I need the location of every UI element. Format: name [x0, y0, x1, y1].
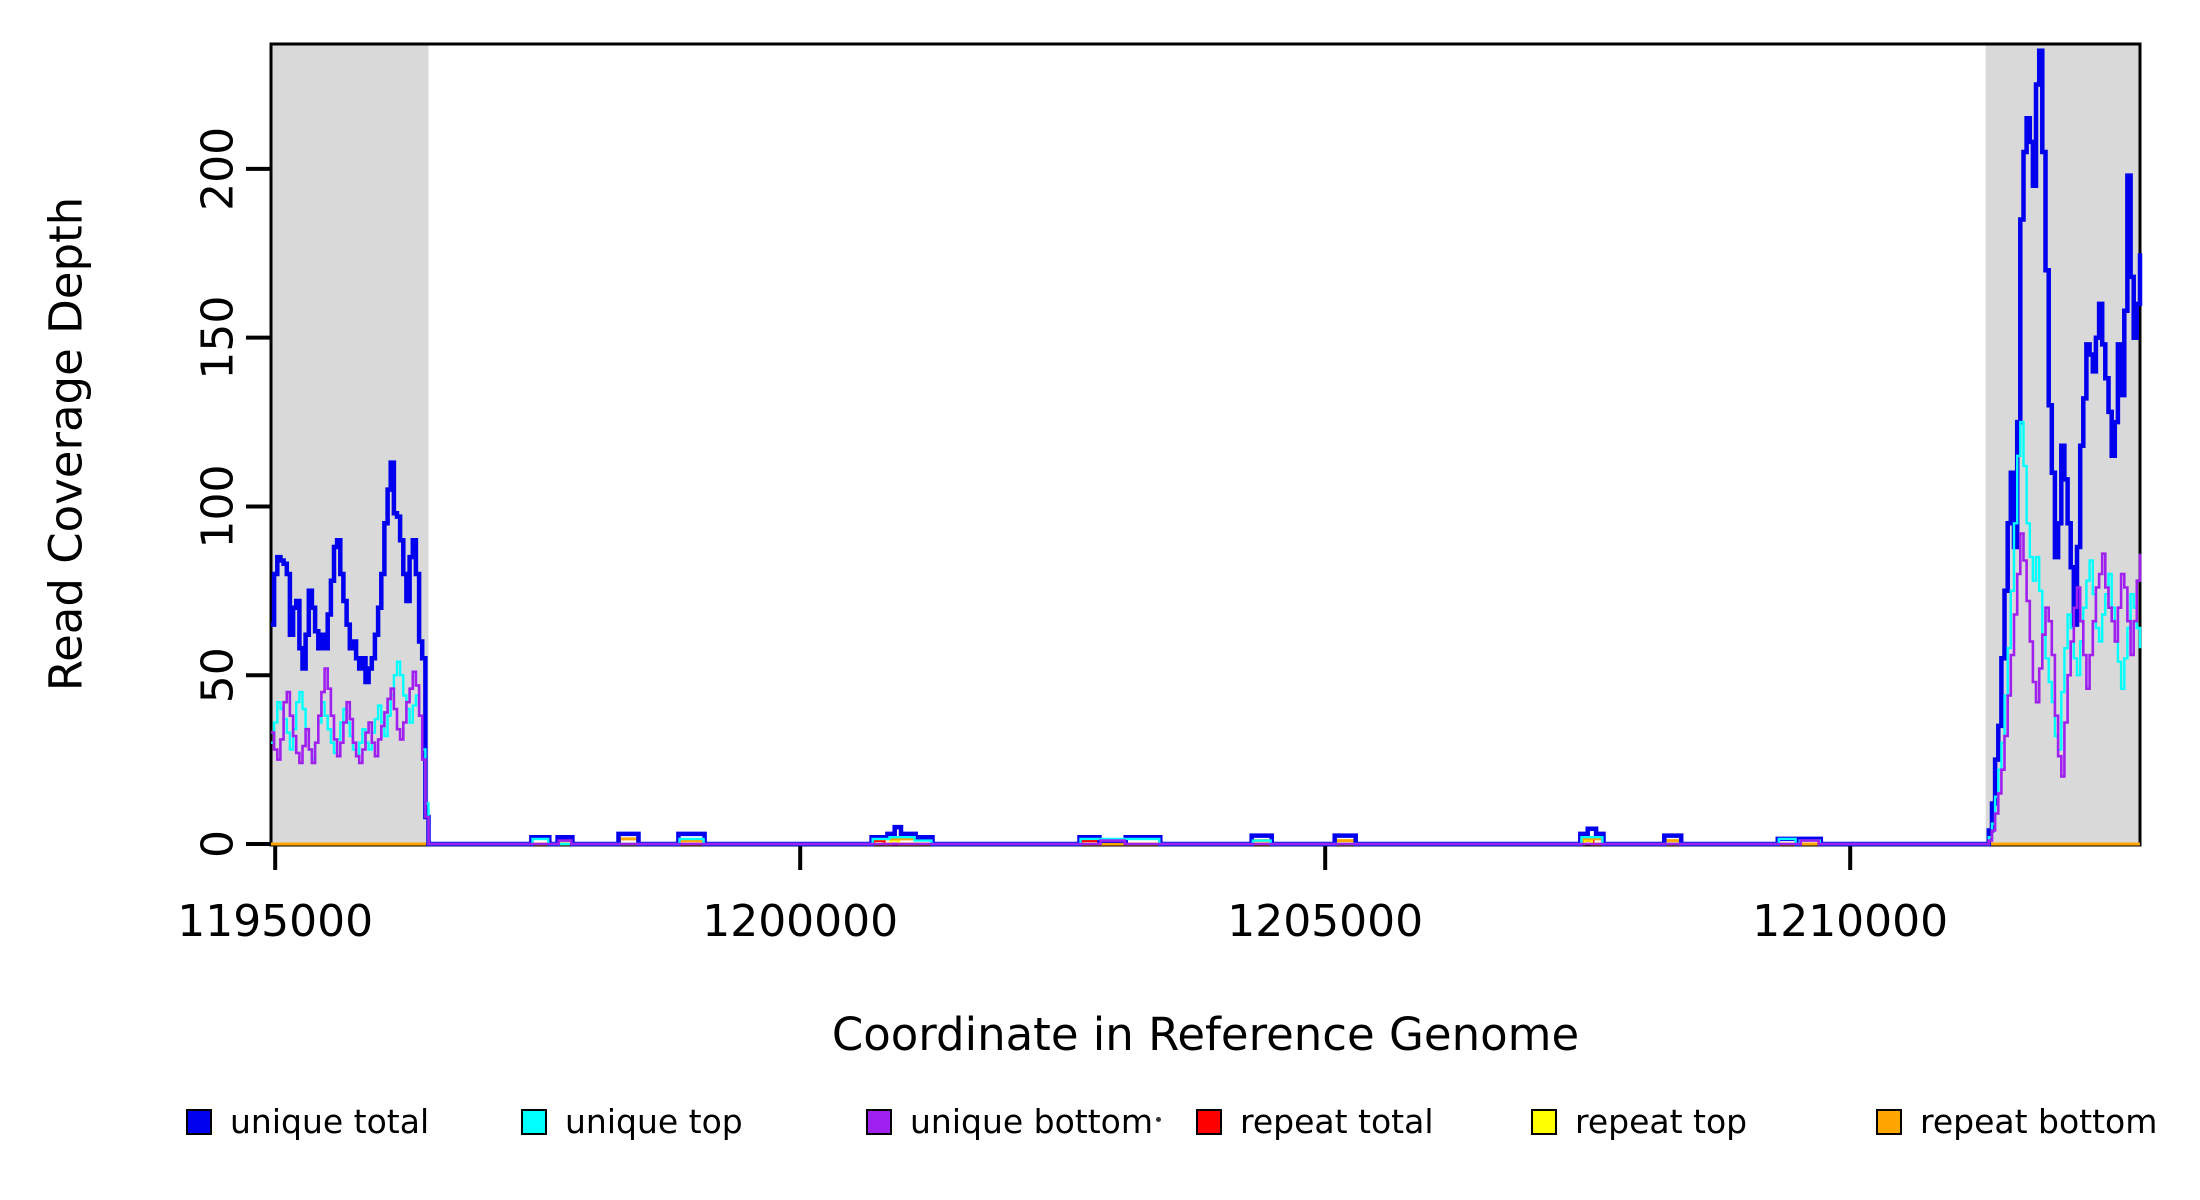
stray-mark — [1156, 1117, 1161, 1122]
repeat-top-swatch — [1531, 1109, 1557, 1135]
plot-border — [269, 42, 2142, 847]
y-tick-label: 100 — [193, 464, 244, 548]
x-tick-label: 1195000 — [177, 896, 373, 947]
repeat-top-label: repeat top — [1575, 1102, 1748, 1141]
unique-bottom-label: unique bottom — [910, 1102, 1154, 1141]
x-tick-label: 1205000 — [1227, 896, 1423, 947]
x-tick-label: 1200000 — [702, 896, 898, 947]
series-line-unique-bottom — [271, 532, 2142, 846]
series-line-unique-top — [271, 420, 2142, 846]
x-tick-label: 1210000 — [1752, 896, 1948, 947]
unique-top-label: unique top — [565, 1102, 743, 1141]
legend-item-unique-bottom: unique bottom — [866, 1104, 1153, 1140]
legend-item-unique-top: unique top — [521, 1104, 743, 1140]
legend-item-repeat-bottom: repeat bottom — [1876, 1104, 2157, 1140]
repeat-bottom-label: repeat bottom — [1920, 1102, 2158, 1141]
unique-total-swatch — [186, 1109, 212, 1135]
legend-item-repeat-top: repeat top — [1531, 1104, 1747, 1140]
repeat-total-swatch — [1196, 1109, 1222, 1135]
y-tick-label: 200 — [193, 127, 244, 211]
repeat-total-label: repeat total — [1240, 1102, 1434, 1141]
legend-item-repeat-total: repeat total — [1196, 1104, 1434, 1140]
legend-item-unique-total: unique total — [186, 1104, 429, 1140]
repeat-bottom-swatch — [1876, 1109, 1902, 1135]
y-tick-label: 0 — [193, 830, 244, 858]
y-axis-title: Read Coverage Depth — [39, 196, 93, 692]
x-axis-title: Coordinate in Reference Genome — [831, 1008, 1580, 1061]
y-tick-label: 50 — [193, 647, 244, 703]
unique-total-label: unique total — [230, 1102, 430, 1141]
y-tick-label: 150 — [193, 296, 244, 380]
unique-top-swatch — [521, 1109, 547, 1135]
legend: unique total unique top unique bottom re… — [0, 1104, 2200, 1144]
series-line-unique-total — [271, 48, 2143, 847]
unique-bottom-swatch — [866, 1109, 892, 1135]
